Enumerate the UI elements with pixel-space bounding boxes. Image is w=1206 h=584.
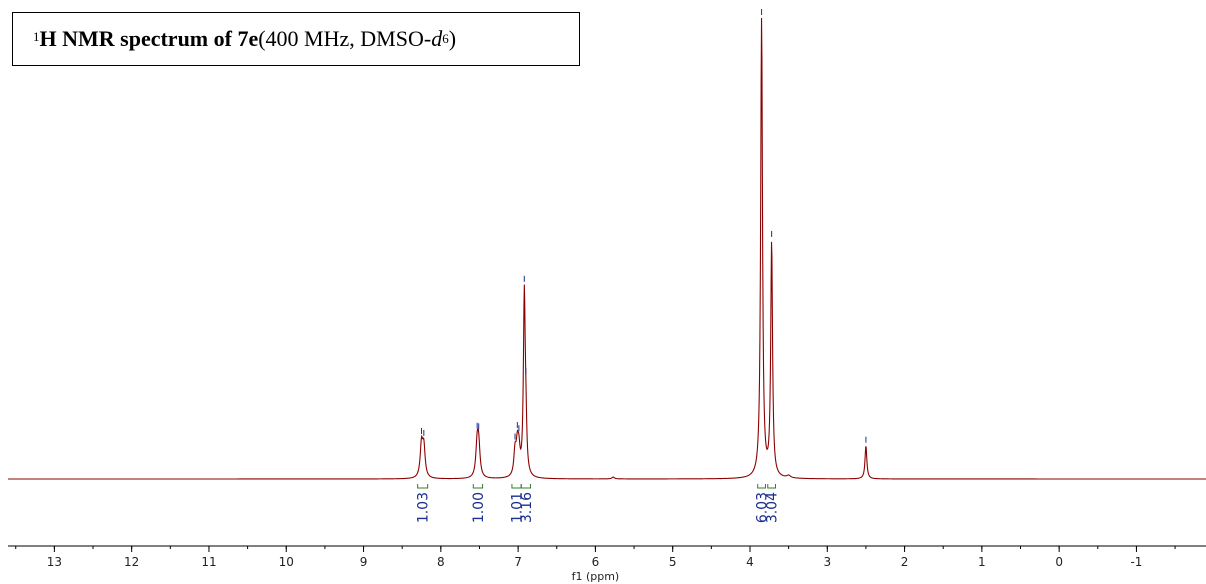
x-tick-label: 2 bbox=[901, 555, 909, 569]
peak-markers-layer bbox=[421, 9, 867, 443]
integral-bracket bbox=[472, 484, 484, 489]
integral-bracket bbox=[511, 484, 522, 489]
title-close: ) bbox=[448, 26, 457, 51]
integral: 3.04 bbox=[765, 484, 781, 523]
x-tick-label: 11 bbox=[201, 555, 216, 569]
integral-label: 1.01 bbox=[510, 492, 526, 523]
title-subscript: 6 bbox=[442, 31, 449, 46]
integral-bracket bbox=[417, 484, 429, 489]
x-tick-label: 3 bbox=[823, 555, 831, 569]
integral: 3.16 bbox=[519, 484, 535, 523]
x-tick-label: 4 bbox=[746, 555, 754, 569]
x-axis: 13 12 11 10 9 8 7 6 5 4 3 2 1 0 -1 bbox=[8, 545, 1206, 569]
integral: 1.00 bbox=[471, 484, 487, 523]
integrals-layer: 1.03 1.00 1.013.16 6.033.04 bbox=[416, 484, 781, 523]
integral-label: 3.16 bbox=[519, 492, 535, 523]
x-tick-label: 5 bbox=[669, 555, 677, 569]
spectrum-line-layer bbox=[8, 17, 1206, 480]
x-tick-label: 1 bbox=[978, 555, 986, 569]
x-tick-label: 13 bbox=[47, 555, 62, 569]
integral: 1.03 bbox=[416, 484, 432, 523]
integral-label: 1.03 bbox=[416, 492, 432, 523]
x-tick-label: -1 bbox=[1130, 555, 1142, 569]
integral-bracket bbox=[767, 484, 776, 489]
x-axis-label: f1 (ppm) bbox=[572, 570, 620, 583]
x-tick-label: 7 bbox=[514, 555, 522, 569]
title-italic: d bbox=[431, 26, 443, 51]
title-bold: H NMR spectrum of 7e bbox=[39, 26, 259, 51]
x-tick-label: 9 bbox=[360, 555, 368, 569]
integral-label: 6.03 bbox=[755, 492, 771, 523]
spectrum-line bbox=[8, 17, 1206, 480]
x-tick-label: 8 bbox=[437, 555, 445, 569]
x-tick-label: 10 bbox=[279, 555, 294, 569]
integral-bracket bbox=[757, 484, 766, 489]
integral: 6.03 bbox=[755, 484, 771, 523]
integral-label: 3.04 bbox=[765, 492, 781, 523]
title-normal: (400 MHz, DMSO- bbox=[258, 26, 432, 51]
x-tick-label: 0 bbox=[1055, 555, 1063, 569]
integral-bracket bbox=[520, 484, 531, 489]
integral-label: 1.00 bbox=[471, 492, 487, 523]
x-tick-label: 12 bbox=[124, 555, 139, 569]
title-superscript: 1 bbox=[33, 29, 40, 44]
x-tick-label: 6 bbox=[592, 555, 600, 569]
